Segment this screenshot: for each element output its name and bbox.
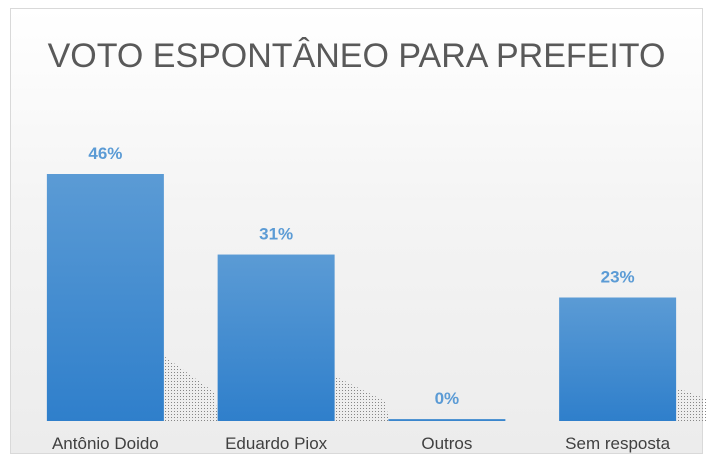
data-label: 46% <box>88 144 122 163</box>
category-label: Outros <box>421 434 472 453</box>
bar-shadow <box>334 376 390 421</box>
bar <box>388 419 506 421</box>
category-label: Sem resposta <box>565 434 670 453</box>
chart-title: VOTO ESPONTÂNEO PARA PREFEITO <box>47 37 666 75</box>
data-label: 0% <box>435 389 460 408</box>
bar <box>559 297 677 421</box>
bar <box>46 174 164 421</box>
bar-shadow <box>163 356 219 421</box>
category-label: Eduardo Piox <box>225 434 328 453</box>
category-label: Antônio Doido <box>52 434 159 453</box>
data-label: 23% <box>601 268 635 287</box>
bar-shadow <box>676 387 707 421</box>
bar <box>217 254 335 421</box>
data-label: 31% <box>259 225 293 244</box>
